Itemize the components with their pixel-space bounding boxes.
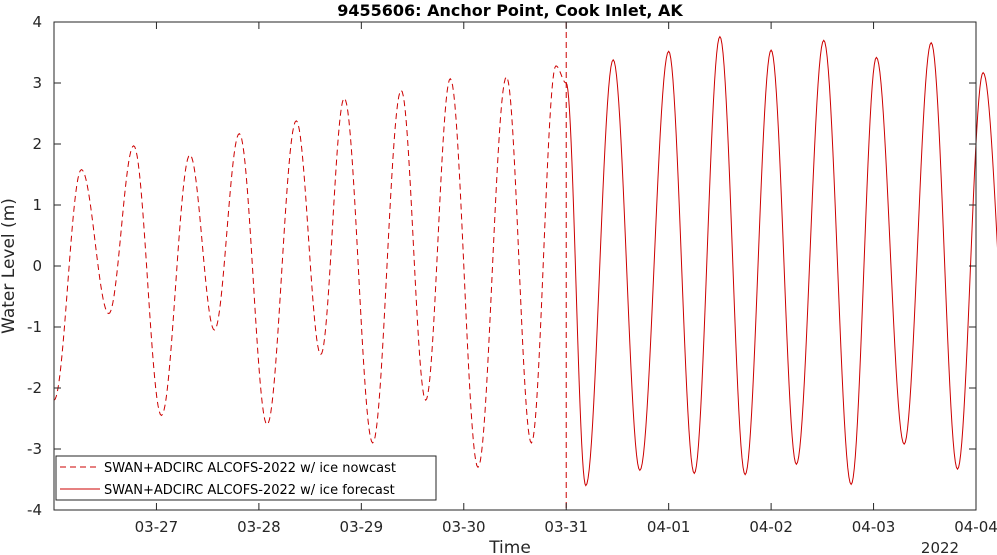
- x-tick-label: 03-30: [442, 518, 486, 536]
- y-tick-label: -1: [27, 318, 42, 336]
- x-tick-label: 04-03: [852, 518, 896, 536]
- legend-nowcast-label: SWAN+ADCIRC ALCOFS-2022 w/ ice nowcast: [104, 461, 396, 476]
- x-tick-label: 04-04: [954, 518, 997, 536]
- axes: -4 -3 -2 -1 0 1 2 3 4 03-27 03-28 03-29 03-30 03-31 04…: [27, 13, 997, 536]
- x-tick-label: 04-01: [647, 518, 691, 536]
- y-tick-label: 3: [32, 74, 42, 92]
- x-tick-label: 04-02: [749, 518, 793, 536]
- chart-title: 9455606: Anchor Point, Cook Inlet, AK: [337, 1, 683, 20]
- y-tick-label: 4: [32, 13, 42, 31]
- legend: SWAN+ADCIRC ALCOFS-2022 w/ ice nowcast S…: [55, 455, 437, 501]
- y-tick-label: -2: [27, 379, 42, 397]
- y-tick-label: -4: [27, 501, 42, 519]
- y-tick-label: 1: [32, 196, 42, 214]
- year-label: 2022: [921, 539, 959, 555]
- y-axis-label: Water Level (m): [0, 198, 19, 334]
- y-tick-label: -3: [27, 440, 42, 458]
- legend-forecast-label: SWAN+ADCIRC ALCOFS-2022 w/ ice forecast: [104, 483, 395, 498]
- plot-lines: [53, 22, 997, 510]
- legend-box: [55, 455, 437, 501]
- x-tick-label: 03-29: [340, 518, 384, 536]
- x-tick-label: 03-31: [544, 518, 588, 536]
- x-tick-label: 03-27: [135, 518, 179, 536]
- x-axis-label: Time: [488, 538, 531, 555]
- forecast-series-line: [565, 35, 997, 487]
- x-tick-label: 03-28: [237, 518, 281, 536]
- nowcast-series-line: [53, 65, 567, 469]
- y-tick-label: 2: [32, 135, 42, 153]
- y-tick-label: 0: [32, 257, 42, 275]
